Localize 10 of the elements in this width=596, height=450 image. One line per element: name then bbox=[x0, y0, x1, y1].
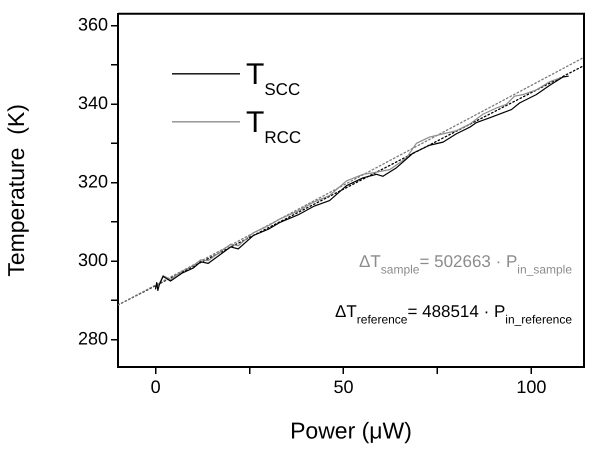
y-tick-label: 280 bbox=[78, 328, 108, 348]
y-tick-label: 300 bbox=[78, 250, 108, 270]
y-tick-label: 320 bbox=[78, 172, 108, 192]
x-tick-label: 0 bbox=[150, 376, 161, 397]
x-tick-label: 100 bbox=[516, 376, 546, 397]
y-tick-label: 340 bbox=[78, 93, 108, 114]
y-axis-title: Temperature (K) bbox=[3, 104, 30, 277]
x-tick-label: 50 bbox=[333, 376, 354, 397]
y-tick-label: 360 bbox=[78, 14, 108, 35]
x-axis-title: Power (μW) bbox=[290, 418, 412, 444]
